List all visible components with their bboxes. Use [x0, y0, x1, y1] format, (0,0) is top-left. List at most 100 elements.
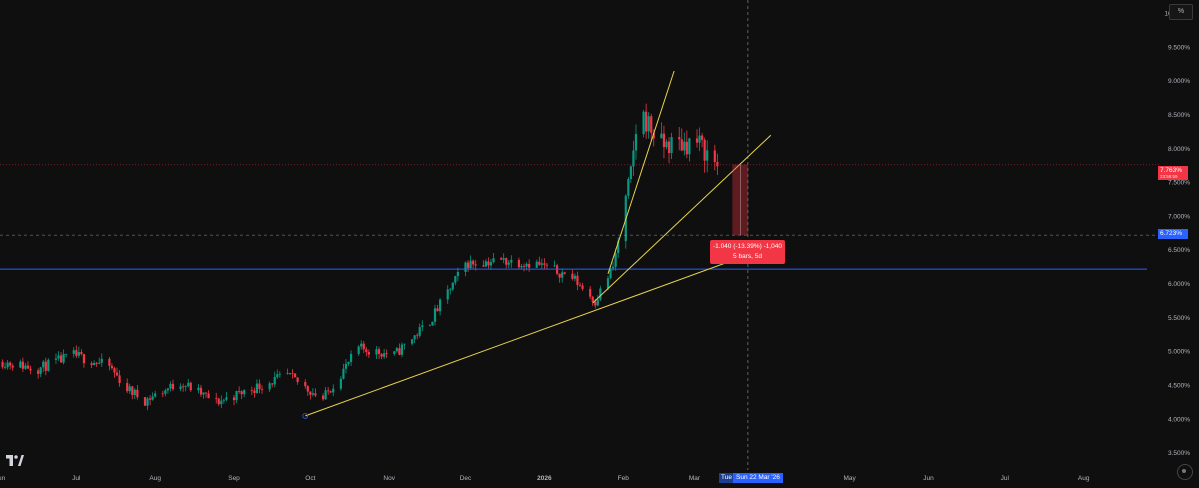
candle-body [189, 382, 192, 391]
candle-body [207, 393, 210, 399]
candle-body [238, 391, 241, 392]
candle-body [342, 368, 345, 379]
candle-body [599, 288, 602, 300]
time-tick-label: Jun [923, 475, 934, 482]
candle-body [253, 390, 256, 393]
candle-body [606, 278, 610, 289]
candle-body [561, 272, 564, 278]
candle-body [464, 262, 467, 272]
candle-body [553, 265, 556, 267]
candle-body [433, 308, 437, 322]
time-tick-label: Nov [383, 475, 395, 482]
candle-body [217, 398, 220, 405]
candle-body [525, 263, 528, 267]
candle-body [273, 377, 276, 385]
candle-body [611, 266, 615, 269]
candle-body [161, 393, 164, 395]
candle-body [469, 260, 472, 269]
candle-body [260, 389, 264, 390]
candle-body [360, 343, 363, 347]
candle-body [143, 397, 147, 406]
candle-body [451, 282, 454, 290]
percent-scale-button[interactable]: % [1169, 4, 1193, 20]
candle-body [594, 301, 597, 306]
candle-body [65, 353, 68, 355]
candle-body [100, 358, 103, 363]
candle-body [678, 137, 681, 140]
candle-body [380, 353, 383, 357]
candle-body [713, 150, 716, 162]
candle-body [446, 289, 449, 300]
candle-body [416, 335, 419, 337]
cursor-date-label: Sun 22 Mar '26 [733, 473, 783, 483]
candle-body [24, 365, 27, 369]
drawings[interactable] [0, 0, 1160, 470]
candle-body [199, 387, 203, 395]
candle-body [204, 392, 208, 394]
price-tick-label: 8.000% [1168, 146, 1190, 153]
candle-body [578, 284, 582, 286]
candle-body [487, 261, 490, 266]
candle-body [118, 375, 121, 383]
candle-body [324, 390, 327, 400]
candle-body [538, 261, 541, 265]
candle-body [591, 296, 594, 302]
time-tick-label: Aug [1078, 475, 1090, 482]
candle-body [482, 265, 485, 267]
candle-body [39, 367, 42, 374]
settings-gear-icon[interactable] [1177, 464, 1193, 480]
candle-body [688, 138, 691, 155]
candle-body [375, 349, 378, 355]
candle-body [154, 393, 157, 397]
candle-body [108, 358, 111, 366]
candle-body [314, 393, 317, 396]
candle-body [347, 362, 350, 364]
candle-body [276, 374, 279, 378]
candle-body [225, 397, 228, 400]
time-tick-label: Jul [1001, 475, 1010, 482]
candle-body [146, 398, 149, 406]
candle-body [344, 363, 348, 369]
candle-body [286, 373, 289, 374]
candle-body [500, 258, 503, 260]
time-tick-label: Sep [228, 475, 240, 482]
candle-body [665, 141, 668, 148]
candle-body [93, 362, 96, 366]
last-price-countdown: 23:59:59 [1158, 174, 1188, 180]
candle-body [311, 393, 314, 395]
candle-body [128, 386, 131, 392]
measure-change: -1.040 (-13.39%) -1,040 [712, 243, 782, 250]
last-price-tag: 7.763% [1158, 166, 1188, 176]
time-tick-label: 2026 [537, 475, 552, 482]
candle-body [436, 308, 439, 312]
candle-body [77, 352, 80, 356]
candle-body [62, 354, 65, 363]
trendline-2[interactable] [592, 134, 772, 304]
candle-body [271, 383, 274, 385]
tradingview-logo-icon[interactable] [6, 455, 24, 467]
candle-body [545, 264, 549, 266]
candle-body [685, 141, 688, 155]
candle-body [670, 137, 673, 154]
candle-body [609, 268, 612, 279]
trendline-3[interactable] [607, 70, 675, 275]
trendline-1[interactable] [305, 249, 761, 417]
cursor-date-tag: Tue [719, 473, 734, 483]
price-tick-label: 9.000% [1168, 78, 1190, 85]
candle-body [571, 273, 574, 279]
candle-body [645, 111, 648, 132]
candle-body [19, 361, 22, 368]
candle-body [222, 399, 225, 401]
candle-body [126, 382, 129, 392]
candle-body [1, 361, 4, 368]
trendline-anchor-handle[interactable] [302, 412, 309, 419]
candle-body [449, 289, 452, 291]
candle-body [232, 397, 236, 401]
candle-body [240, 391, 243, 395]
candle-body [258, 383, 261, 390]
candles [1, 103, 719, 411]
time-tick-label: Dec [460, 475, 472, 482]
candle-body [528, 263, 531, 268]
